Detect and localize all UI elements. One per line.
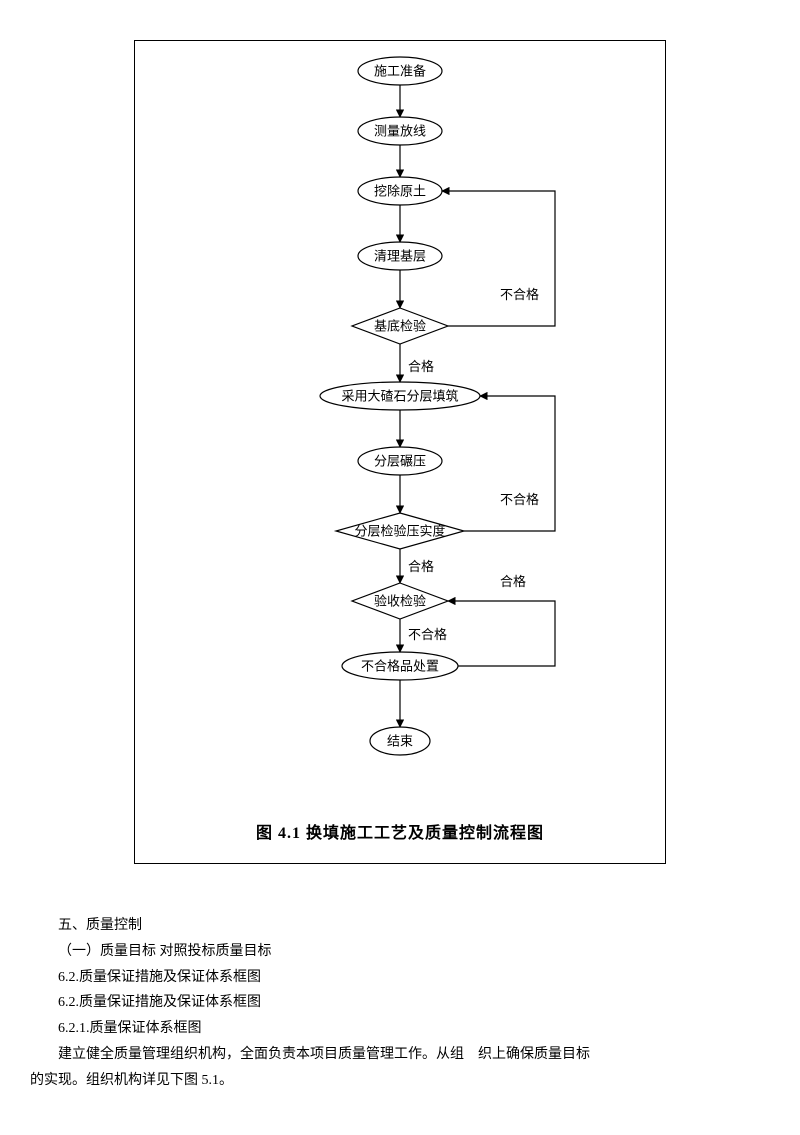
edge-label: 合格 <box>408 359 434 374</box>
node-label-n4: 清理基层 <box>374 249 426 264</box>
node-label-n6: 采用大碴石分层填筑 <box>341 389 458 404</box>
flowchart-frame: 施工准备测量放线挖除原土清理基层基底检验采用大碴石分层填筑分层碾压分层检验压实度… <box>134 40 666 864</box>
edge-label: 合格 <box>408 559 434 574</box>
feedback-edge <box>442 191 555 326</box>
node-label-n8: 分层检验压实度 <box>354 524 445 539</box>
body-line: 建立健全质量管理组织机构，全面负责本项目质量管理工作。从组 织上确保质量目标 <box>30 1043 770 1067</box>
node-label-n1: 施工准备 <box>374 64 426 79</box>
node-label-n7: 分层碾压 <box>374 454 426 469</box>
edge-label: 不合格 <box>500 287 539 302</box>
body-line: 6.2.质量保证措施及保证体系框图 <box>30 966 770 990</box>
edge-label: 不合格 <box>408 627 447 642</box>
node-label-n11: 结束 <box>387 734 413 749</box>
node-label-n3: 挖除原土 <box>374 184 426 199</box>
body-text-block: 五、质量控制（一）质量目标 对照投标质量目标6.2.质量保证措施及保证体系框图6… <box>30 914 770 1093</box>
body-line: 五、质量控制 <box>30 914 770 938</box>
node-label-n5: 基底检验 <box>374 319 426 334</box>
body-line: 6.2.质量保证措施及保证体系框图 <box>30 991 770 1015</box>
flowchart-caption: 图 4.1 换填施工工艺及质量控制流程图 <box>135 819 665 843</box>
node-label-n9: 验收检验 <box>374 594 426 609</box>
feedback-edge <box>464 396 555 531</box>
body-line: （一）质量目标 对照投标质量目标 <box>30 940 770 964</box>
edge-label: 合格 <box>500 574 526 589</box>
body-line: 6.2.1.质量保证体系框图 <box>30 1017 770 1041</box>
body-line: 的实现。组织机构详见下图 5.1。 <box>30 1069 770 1093</box>
node-label-n10: 不合格品处置 <box>361 659 439 674</box>
node-label-n2: 测量放线 <box>374 124 426 139</box>
edge-label: 不合格 <box>500 492 539 507</box>
flowchart-svg: 施工准备测量放线挖除原土清理基层基底检验采用大碴石分层填筑分层碾压分层检验压实度… <box>150 41 650 801</box>
feedback-edge <box>448 601 555 666</box>
